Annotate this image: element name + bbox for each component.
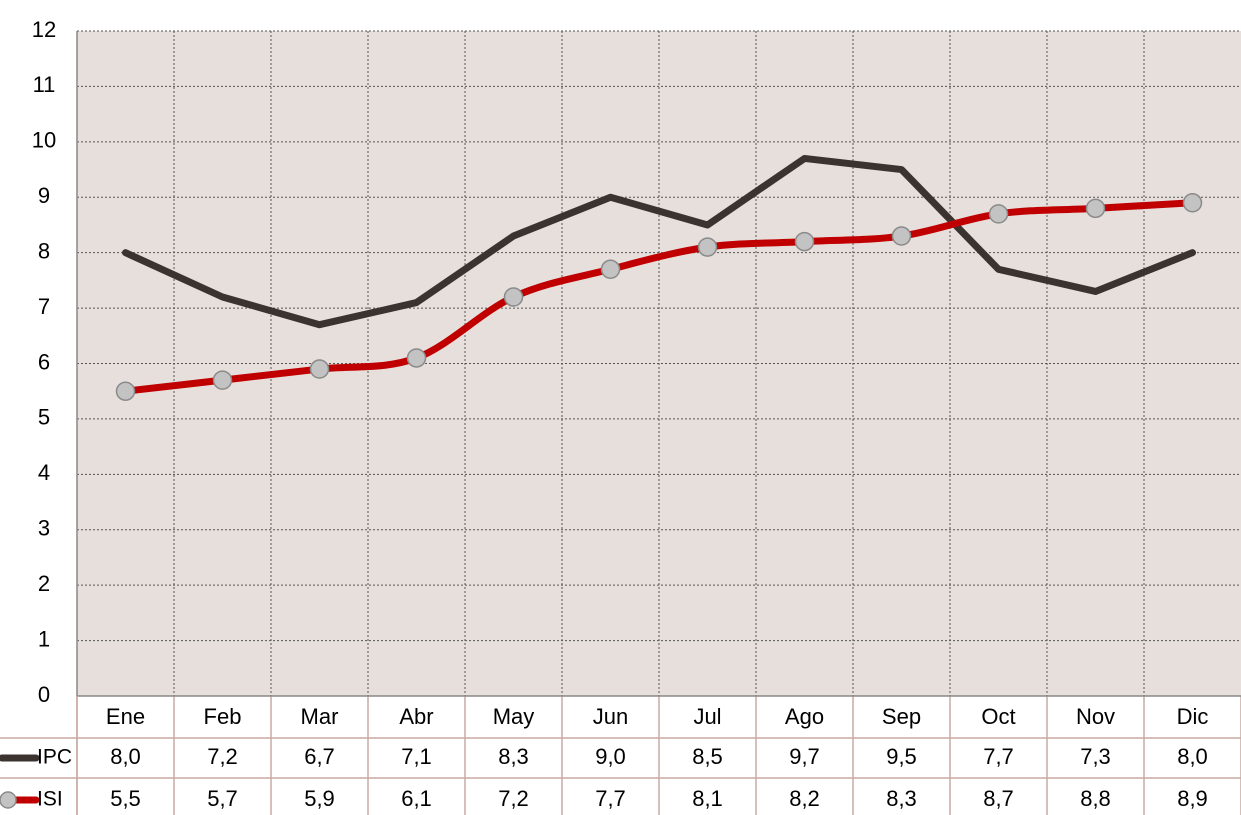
y-tick-label: 11	[33, 72, 56, 97]
legend-label: IPC	[37, 746, 72, 769]
table-value: 7,7	[595, 786, 626, 811]
series-line	[122, 154, 1196, 329]
table-value: 8,0	[110, 744, 141, 769]
y-tick-label: 1	[38, 626, 50, 651]
marker	[794, 231, 815, 252]
x-tick-label: Sep	[882, 704, 921, 729]
table-value: 7,1	[401, 744, 432, 769]
table-value: 7,2	[498, 786, 529, 811]
marker	[212, 370, 233, 390]
x-tick-label: Jun	[593, 704, 628, 729]
y-tick-label: 4	[38, 460, 50, 485]
table-value: 9,7	[789, 744, 820, 769]
marker	[1085, 198, 1106, 219]
marker	[309, 359, 330, 379]
y-tick-label: 5	[38, 405, 50, 430]
table-value: 8,0	[1177, 744, 1208, 769]
table-value: 6,7	[304, 744, 335, 769]
y-tick-label: 6	[38, 349, 50, 374]
table-value: 9,5	[886, 744, 917, 769]
y-tick-label: 10	[32, 128, 56, 153]
marker	[988, 204, 1009, 224]
table-value: 8,2	[789, 786, 820, 811]
marker	[1182, 193, 1203, 213]
x-tick-label: Nov	[1076, 704, 1115, 729]
marker	[891, 226, 912, 246]
table-value: 8,7	[983, 786, 1014, 811]
marker	[406, 348, 427, 368]
table-value: 8,5	[692, 744, 723, 769]
marker	[503, 287, 524, 307]
table-value: 7,3	[1080, 744, 1111, 769]
marker	[115, 381, 136, 401]
table-value: 8,9	[1177, 786, 1208, 811]
y-tick-label: 0	[38, 682, 50, 707]
x-tick-label: Oct	[981, 704, 1015, 729]
table-value: 5,5	[110, 786, 141, 811]
table-value: 7,7	[983, 744, 1014, 769]
x-tick-label: May	[493, 704, 535, 729]
y-tick-label: 9	[38, 183, 50, 208]
table-value: 9,0	[595, 744, 626, 769]
y-tick-label: 3	[38, 516, 50, 541]
y-tick-label: 7	[38, 294, 50, 319]
table-value: 8,8	[1080, 786, 1111, 811]
table-value: 8,1	[692, 786, 723, 811]
x-tick-label: Mar	[301, 704, 339, 729]
x-tick-label: Ago	[785, 704, 824, 729]
x-tick-label: Ene	[106, 704, 145, 729]
x-tick-label: Abr	[399, 704, 433, 729]
x-tick-label: Feb	[204, 704, 242, 729]
table-value: 7,2	[207, 744, 238, 769]
y-tick-label: 8	[38, 238, 50, 263]
table-value: 8,3	[498, 744, 529, 769]
legend-marker	[0, 791, 17, 809]
table-value: 5,9	[304, 786, 335, 811]
y-tick-label: 2	[38, 571, 50, 596]
x-tick-label: Jul	[693, 704, 721, 729]
table-value: 5,7	[207, 786, 238, 811]
x-tick-label: Dic	[1177, 704, 1209, 729]
y-tick-label: 12	[32, 17, 56, 42]
marker	[697, 237, 718, 257]
legend-label: ISI	[37, 788, 63, 811]
marker	[600, 259, 621, 280]
table-value: 6,1	[401, 786, 432, 811]
table-value: 8,3	[886, 786, 917, 811]
